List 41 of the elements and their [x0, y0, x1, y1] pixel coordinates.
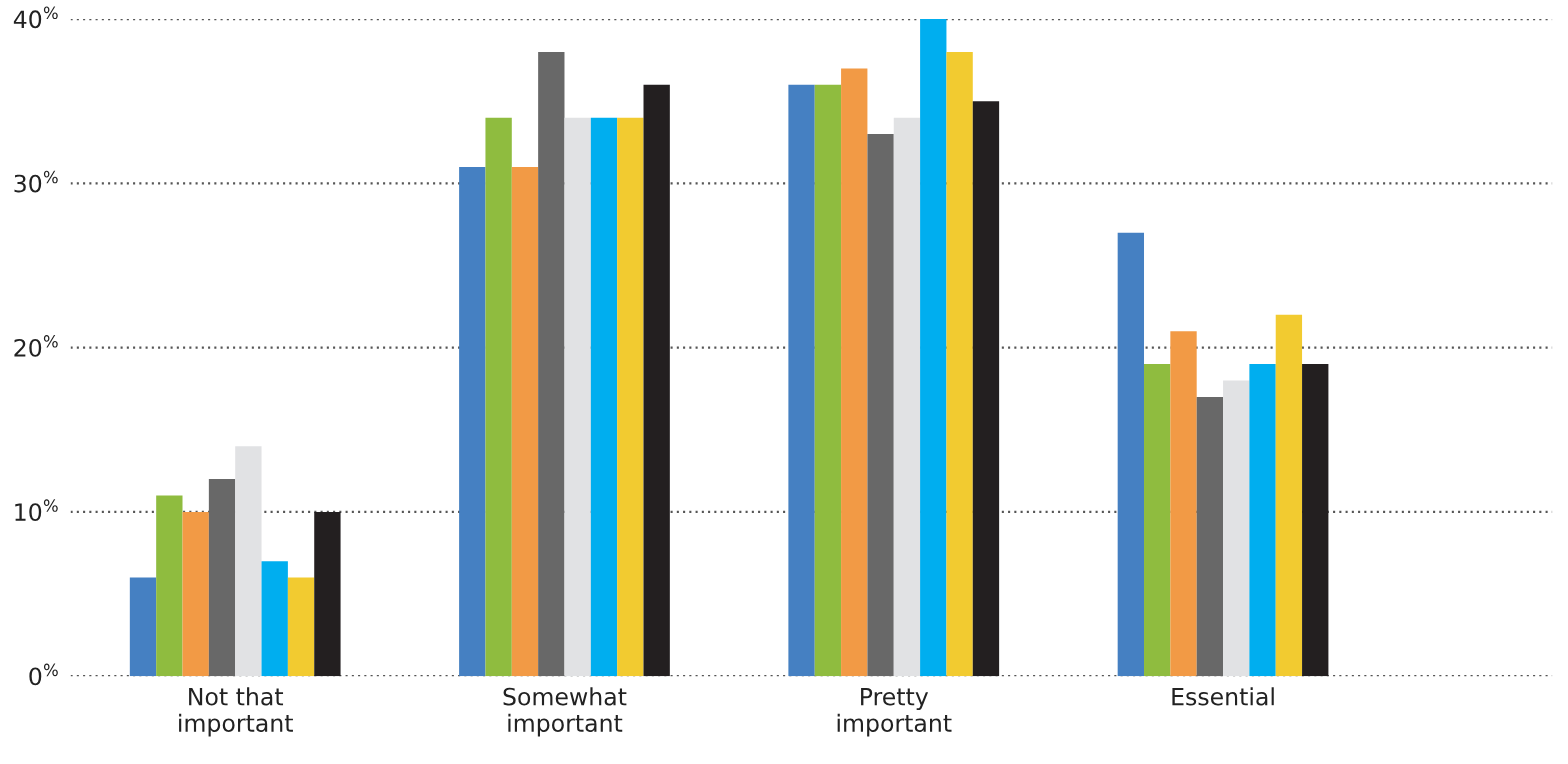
bar [287, 577, 315, 677]
bar [1117, 232, 1145, 677]
bar [314, 511, 341, 677]
x-tick-label: Pretty important [837, 687, 952, 737]
bar [1223, 380, 1250, 677]
x-tick-label: Essential [1172, 687, 1274, 706]
y-tick-label: 0$^{%}$ [29, 663, 58, 686]
bar [485, 117, 512, 677]
bar [643, 84, 670, 677]
bar [1275, 314, 1303, 677]
bar [235, 446, 262, 677]
bar [208, 479, 236, 677]
y-tick-label: 10$^{%}$ [15, 499, 58, 522]
bar [129, 577, 157, 677]
bar [946, 51, 973, 677]
bar [538, 51, 565, 677]
bar [814, 84, 842, 677]
bar [564, 117, 591, 677]
bar [920, 19, 947, 677]
x-tick-label: Not that important [179, 687, 293, 737]
bar [867, 134, 894, 677]
bar [459, 166, 486, 677]
bar [1196, 396, 1224, 677]
bar [590, 117, 618, 677]
bar [893, 117, 921, 677]
bar [1144, 364, 1171, 677]
x-tick-label: Somewhat important [503, 687, 627, 737]
y-tick-label: 20$^{%}$ [14, 335, 58, 357]
y-tick-label: 40$^{%}$ [13, 6, 58, 29]
bar [841, 68, 868, 677]
bar [788, 84, 815, 677]
bar [617, 117, 644, 677]
bar [1302, 364, 1329, 677]
bar [156, 495, 183, 677]
bar [182, 511, 209, 677]
bar [1170, 331, 1197, 677]
y-tick-label: 30$^{%}$ [14, 170, 58, 193]
bar [511, 166, 539, 677]
bar [972, 101, 1000, 677]
bar [261, 561, 288, 677]
bar [1249, 364, 1276, 677]
